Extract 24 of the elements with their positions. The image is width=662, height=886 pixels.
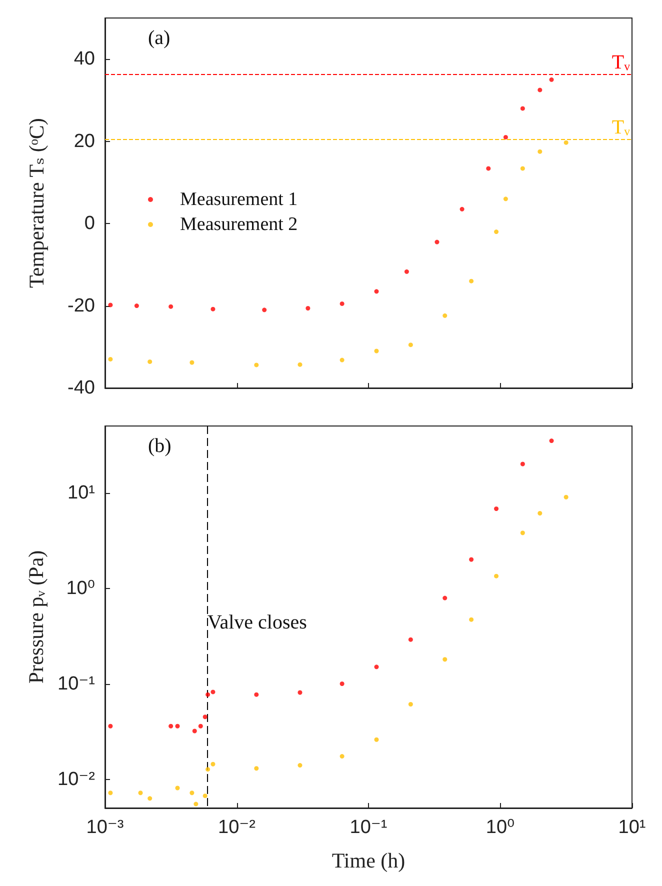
y-tick-label: 10⁰ [66,578,95,599]
x-tick-label: 10⁻³ [86,817,124,838]
y-tick-label: 10⁻¹ [58,673,95,694]
y-tick-label: 20 [74,130,95,152]
y-tick-label: -20 [68,295,95,316]
y-tick-label: -40 [68,378,95,398]
x-axis-title: Time (h) [332,848,406,872]
ref-line-label: Valve closes [208,611,308,634]
y-axis-title: Temperature Tₛ (ᵒC) [24,118,48,288]
annotation: (a) [148,27,170,49]
ref-line-label: Tᵥ [612,51,630,74]
x-tick-label: 10⁻¹ [350,817,388,838]
y-tick-label: 10⁻² [58,768,95,790]
legend-label: Measurement 1 [180,189,298,210]
y-tick-label: 10¹ [68,482,95,504]
ref-line-label: Tᵥ [612,116,630,139]
x-tick-label: 10⁻² [218,817,256,838]
annotation: (b) [148,435,172,457]
y-tick-label: 0 [84,213,95,234]
y-tick-label: 40 [74,48,95,70]
x-tick-label: 10⁰ [486,817,515,838]
y-axis-title: Pressure pᵥ (Pa) [24,550,48,684]
legend-label: Measurement 2 [180,214,298,235]
x-tick-label: 10¹ [618,817,646,838]
